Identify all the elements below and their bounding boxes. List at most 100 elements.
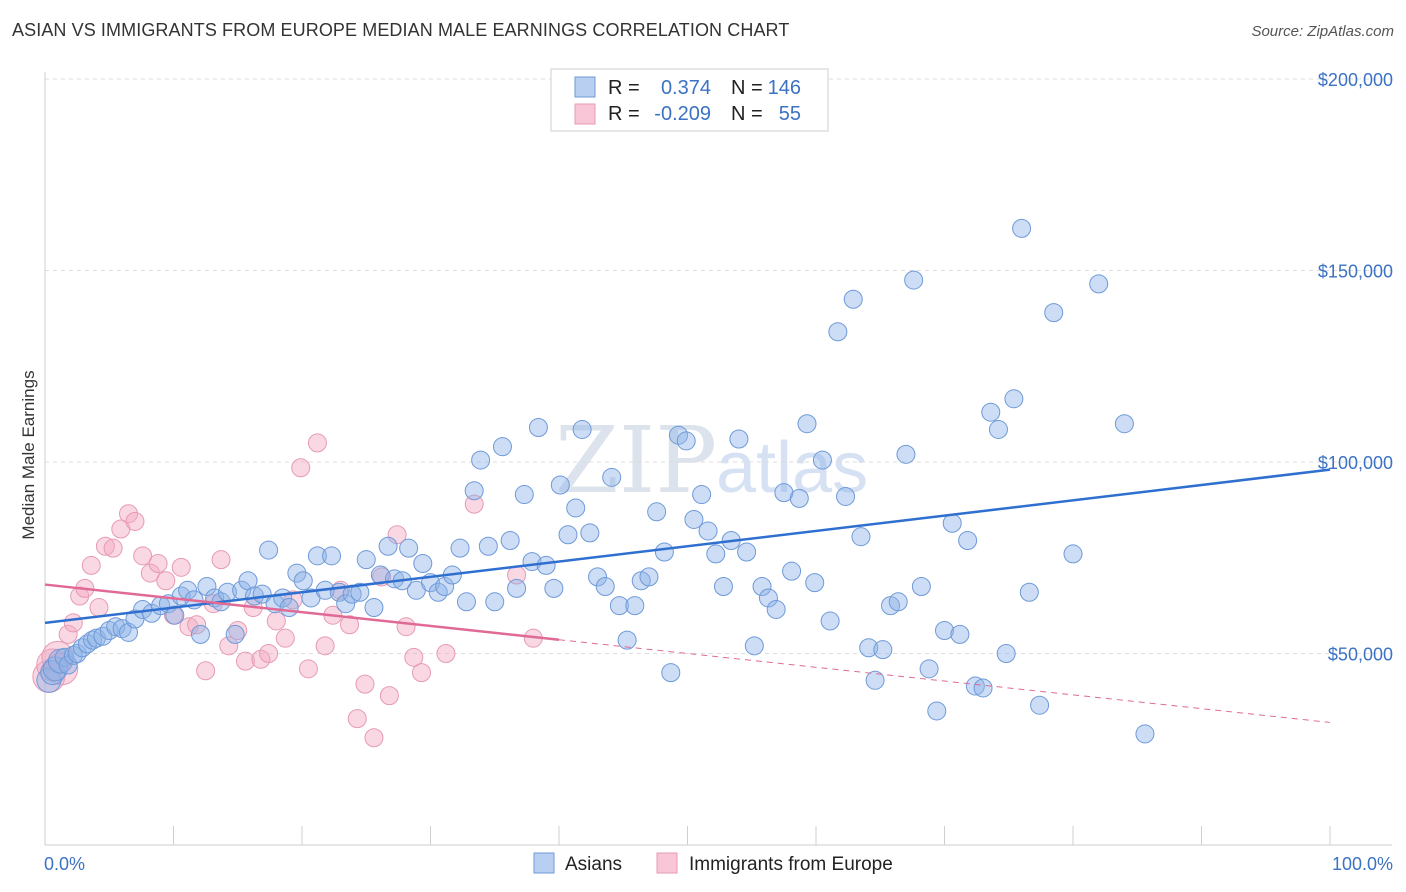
asian-point-115 [836,486,856,506]
legend-n-value-europe: 55 [779,103,801,125]
europe-point-18 [156,571,176,591]
asian-point-135 [988,419,1008,439]
asian-point-65 [464,481,484,501]
asian-point-77 [550,475,570,495]
watermark-zip: ZIP [555,407,717,514]
europe-point-22 [187,615,207,635]
y-tick-label-2: $150,000 [1318,262,1393,282]
europe-point-52 [464,494,484,514]
correlation-legend: R = 0.374 N = 146 R = -0.209 N = 55 [550,68,829,132]
asian-point-120 [873,640,893,660]
asian-point-144 [1114,414,1134,434]
asian-point-145 [1135,724,1155,744]
asian-point-0 [36,667,62,693]
y-tick-label-1: $100,000 [1318,453,1393,473]
asian-point-134 [981,402,1001,422]
europe-point-8 [81,555,101,575]
asian-point-129 [942,513,962,533]
europe-point-42 [347,709,367,729]
asian-point-83 [595,576,615,596]
legend-n-label-asians: N = [731,77,763,99]
y-axis-label: Median Male Earnings [19,370,38,539]
asian-point-61 [435,576,455,596]
asian-point-58 [413,553,433,573]
asian-point-79 [566,498,586,518]
asian-point-95 [684,509,704,529]
asian-point-82 [588,567,608,587]
europe-point-5 [63,613,83,633]
asian-point-80 [572,419,592,439]
asian-point-130 [950,624,970,644]
bottom-legend-swatch-europe [656,852,678,874]
asian-point-123 [896,444,916,464]
europe-point-15 [133,546,153,566]
trend-lines [44,468,1331,723]
trend-line-europe-solid [44,583,560,641]
asian-point-131 [958,531,978,551]
series-europe-points [32,433,543,748]
asian-point-41 [293,571,313,591]
europe-point-23 [196,661,216,681]
europe-point-16 [140,563,160,583]
asian-point-81 [580,523,600,543]
asian-point-85 [609,596,629,616]
asian-point-109 [789,488,809,508]
asian-point-89 [639,567,659,587]
asian-point-67 [478,536,498,556]
asian-point-76 [544,578,564,598]
asian-point-122 [888,592,908,612]
asian-point-75 [536,555,556,575]
asian-point-117 [851,527,871,547]
x-tick-marks [44,826,1331,845]
asian-point-140 [1030,695,1050,715]
asian-point-66 [471,450,491,470]
bottom-legend-swatch-asians [533,852,555,874]
europe-point-32 [266,611,286,631]
asian-point-69 [492,437,512,457]
legend-r-label-europe: R = [608,103,640,125]
asian-point-97 [698,521,718,541]
series-asians-points [36,218,1155,744]
legend-r-value-asians: 0.374 [661,77,711,99]
europe-point-48 [396,617,416,637]
europe-point-13 [119,504,139,524]
legend-n-value-asians: 146 [768,77,801,99]
asian-point-45 [322,546,342,566]
chart-title: ASIAN VS IMMIGRANTS FROM EUROPE MEDIAN M… [12,20,790,40]
bottom-legend-europe: Immigrants from Europe [689,854,893,875]
asian-point-90 [647,502,667,522]
asian-point-114 [828,322,848,342]
asian-point-74 [528,418,548,438]
asian-point-113 [820,611,840,631]
europe-point-17 [148,553,168,573]
asian-point-102 [737,542,757,562]
asian-point-43 [307,546,327,566]
europe-point-20 [171,557,191,577]
europe-point-9 [89,598,109,618]
asian-point-101 [729,429,749,449]
asian-point-9 [77,634,97,654]
asian-point-14 [106,617,126,637]
europe-point-36 [298,659,318,679]
asian-point-63 [450,538,470,558]
europe-point-25 [211,550,231,570]
asian-point-40 [287,563,307,583]
asian-point-133 [973,678,993,698]
trend-line-europe-dashed [558,639,1331,723]
asian-point-17 [125,609,145,629]
europe-point-10 [95,536,115,556]
europe-point-30 [251,649,271,669]
asian-point-93 [669,425,689,445]
asian-point-127 [927,701,947,721]
asian-point-139 [1019,582,1039,602]
asian-point-137 [1004,389,1024,409]
asian-point-96 [692,485,712,505]
europe-point-38 [315,636,335,656]
watermark-atlas: atlas [716,428,868,508]
legend-swatch-europe [574,103,596,125]
asian-point-31 [225,624,245,644]
asian-point-70 [500,531,520,551]
asian-point-54 [385,569,405,589]
asian-point-128 [935,621,954,641]
asian-point-143 [1089,274,1109,294]
